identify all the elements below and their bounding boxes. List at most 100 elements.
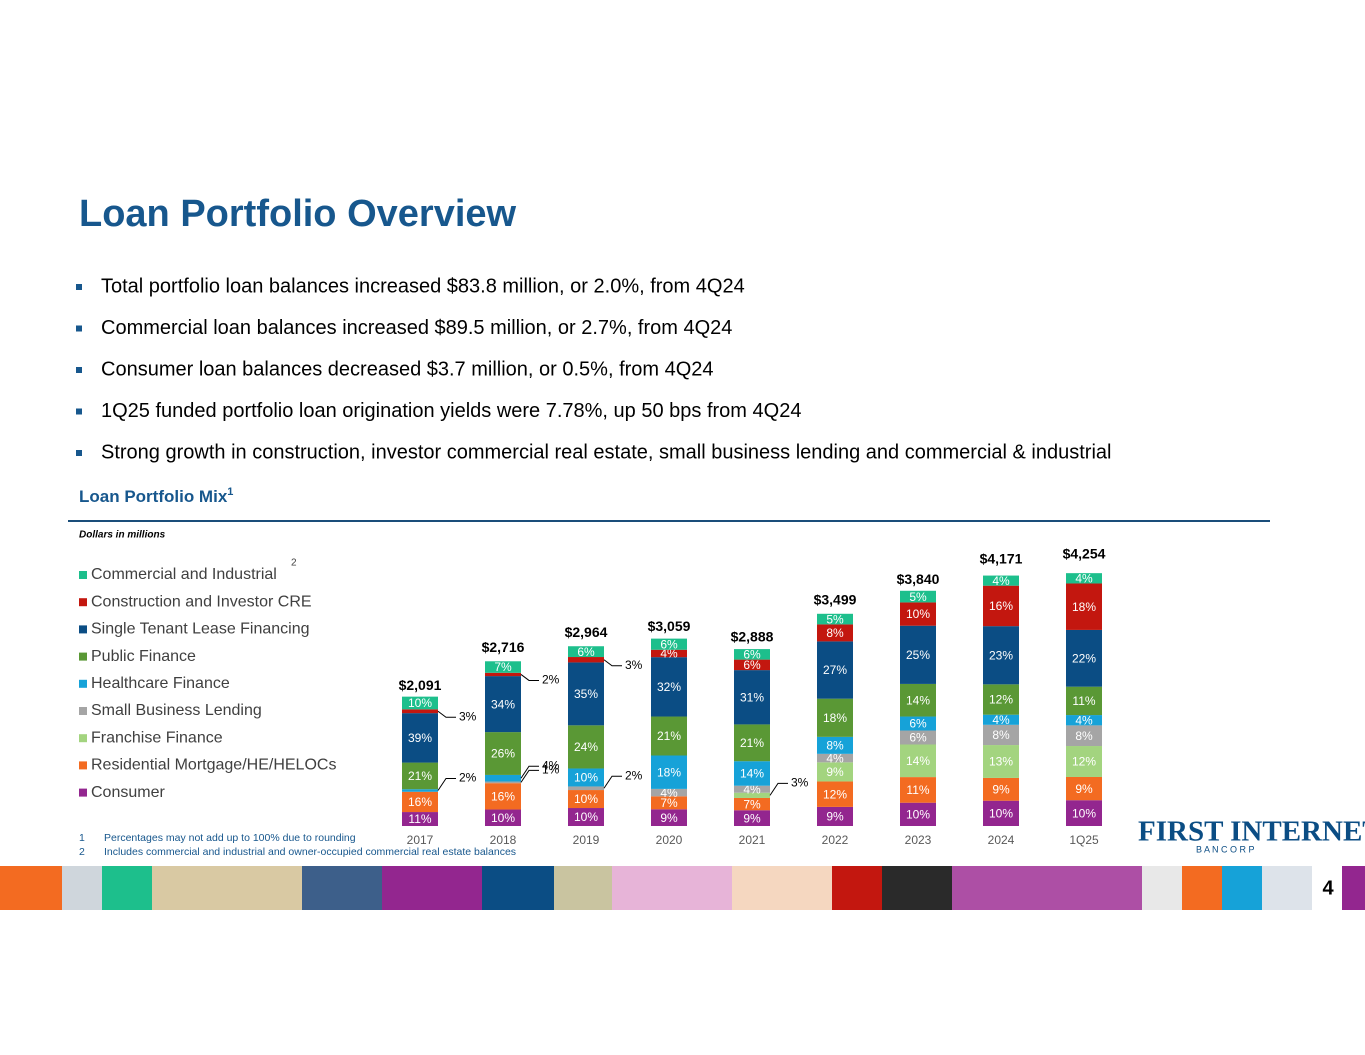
callout-line [437, 710, 456, 718]
bar-segment [734, 785, 770, 793]
segment-label: 4% [1075, 713, 1093, 727]
segment-label: 9% [743, 811, 761, 825]
bar-segment [402, 713, 438, 763]
bar-segment [817, 781, 853, 807]
bar-segment [402, 812, 438, 826]
segment-label: 10% [408, 696, 432, 710]
total-label: $3,059 [648, 618, 691, 634]
bar-segment [485, 732, 521, 775]
segment-label: 23% [989, 648, 1013, 662]
legend-swatch [79, 734, 87, 743]
footnote-text: Includes commercial and industrial and o… [104, 846, 516, 858]
segment-label: 35% [574, 687, 598, 701]
bar-segment [900, 802, 936, 826]
segment-label: 16% [408, 795, 432, 809]
bar-segment [568, 646, 604, 658]
bar-segment [485, 774, 521, 782]
segment-label: 6% [577, 645, 595, 659]
legend-label: Franchise Finance [91, 729, 223, 746]
segment-label: 26% [491, 747, 515, 761]
deco [554, 866, 612, 910]
segment-label: 18% [1072, 600, 1096, 614]
bar-segment [983, 714, 1019, 725]
deco [62, 866, 102, 910]
bar-segment [651, 649, 687, 658]
bar-segment [485, 781, 521, 784]
deco [102, 866, 152, 910]
legend-label: Construction and Investor CRE [91, 593, 312, 610]
bar-segment [651, 657, 687, 717]
bar-segment [734, 797, 770, 811]
segment-label: 13% [989, 755, 1013, 769]
bar-segment [1066, 583, 1102, 630]
bar-segment [568, 768, 604, 787]
x-tick-label: 1Q25 [1069, 833, 1099, 847]
chart: Commercial and Industrial Construction an… [79, 546, 1106, 847]
total-label: $2,716 [482, 639, 525, 655]
segment-label: 8% [1075, 729, 1093, 743]
segment-label: 27% [823, 663, 847, 677]
bar-segment [734, 761, 770, 786]
x-tick-label: 2018 [490, 833, 517, 847]
bar-segment [1066, 746, 1102, 777]
logo-sub: B A N C O R P [1196, 844, 1255, 854]
segment-label: 18% [657, 765, 681, 779]
bar-segment [568, 725, 604, 769]
page-number: 4 [1322, 877, 1334, 899]
bar-segment [485, 672, 521, 677]
bar-segment [900, 683, 936, 717]
segment-label: 21% [408, 769, 432, 783]
segment-label: 34% [491, 697, 515, 711]
bar-segment [651, 638, 687, 650]
section-title: Loan Portfolio Mix1 [79, 486, 233, 507]
bar-segment [983, 800, 1019, 826]
callout-label: 2% [459, 771, 477, 785]
legend-label: Single Tenant Lease Financing [91, 621, 310, 638]
x-tick-label: 2024 [988, 833, 1015, 847]
segment-label: 10% [574, 810, 598, 824]
segment-label: 9% [826, 765, 844, 779]
segment-label: 10% [574, 771, 598, 785]
legend-swatch [79, 788, 87, 797]
legend-swatch [79, 652, 87, 661]
bar-segment [1066, 800, 1102, 826]
total-label: $4,171 [980, 551, 1023, 567]
deco [612, 866, 732, 910]
segment-label: 10% [574, 792, 598, 806]
legend-footnote-mark: 2 [291, 558, 297, 569]
bar-segment [983, 585, 1019, 627]
legend-swatch [79, 571, 87, 579]
segment-label: 9% [826, 810, 844, 824]
deco [302, 866, 382, 910]
callout-line [437, 777, 456, 791]
callout-label: 4% [542, 758, 560, 772]
segment-label: 14% [906, 693, 930, 707]
callout-label: 1% [542, 763, 560, 777]
bar-segment [983, 745, 1019, 778]
segment-label: 16% [989, 599, 1013, 613]
callout-label: 3% [791, 776, 809, 790]
callout-label: 2% [625, 768, 643, 782]
bullet-text: 1Q25 funded portfolio loan origination y… [101, 400, 801, 422]
segment-label: 4% [992, 713, 1010, 727]
decorative-band [0, 866, 1365, 910]
segment-label: 12% [1072, 755, 1096, 769]
total-label: $2,964 [565, 624, 608, 640]
callout-label: 3% [625, 658, 643, 672]
bar-segment [817, 736, 853, 754]
bar-segment [817, 641, 853, 699]
bullet-text: Commercial loan balances increased $89.5… [101, 317, 732, 339]
legend-swatch [79, 707, 87, 715]
segment-label: 22% [1072, 651, 1096, 665]
segment-label: 25% [906, 648, 930, 662]
bullet-text: Total portfolio loan balances increased … [101, 275, 745, 297]
segment-label: 21% [657, 729, 681, 743]
callout-line [603, 775, 622, 789]
deco [0, 866, 62, 910]
deco [1222, 866, 1262, 910]
bullet-marker [76, 367, 82, 373]
segment-label: 21% [740, 736, 764, 750]
bar-segment [651, 716, 687, 756]
legend-label: Small Business Lending [91, 702, 262, 719]
footnote-text: Percentages may not add up to 100% due t… [104, 832, 356, 844]
